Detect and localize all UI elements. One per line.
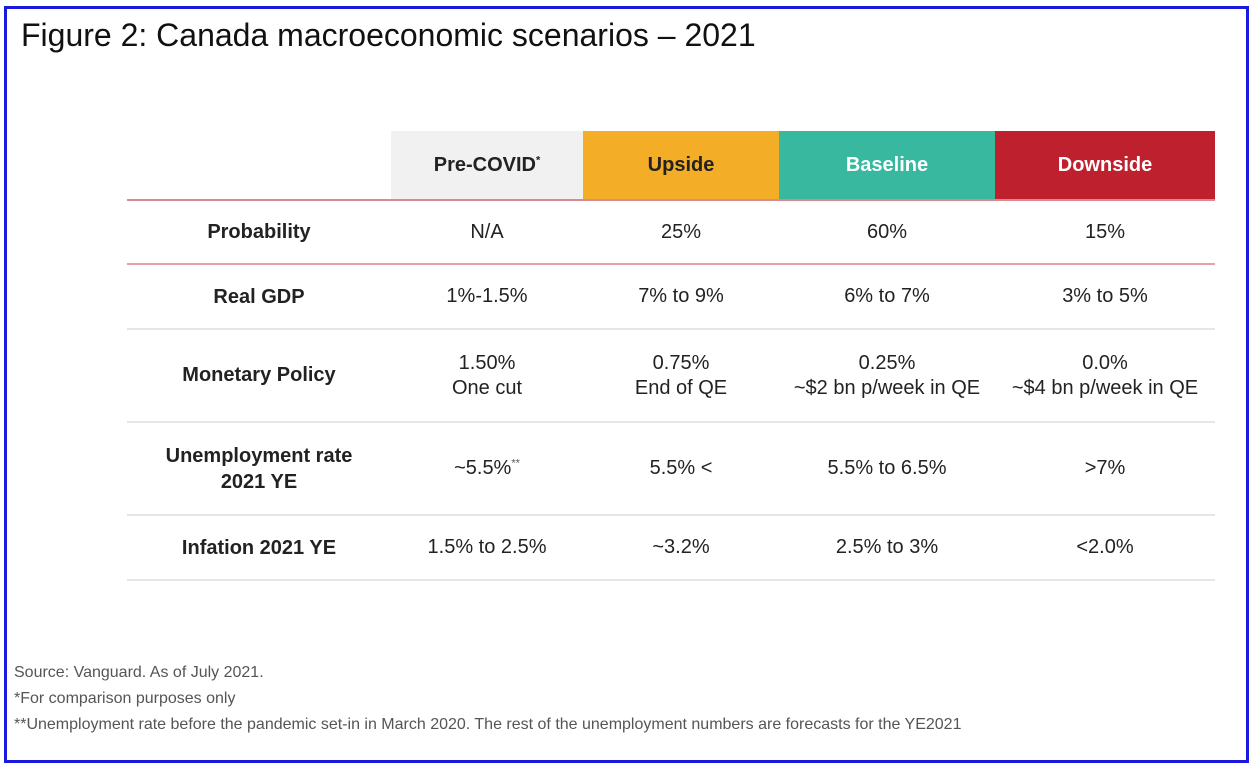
cell-downside: <2.0%	[995, 515, 1215, 581]
header-pre-covid: Pre-COVID*	[391, 131, 583, 201]
cell-upside: ~3.2%	[583, 515, 779, 581]
cell-baseline: 2.5% to 3%	[779, 515, 995, 581]
cell-downside: 15%	[995, 200, 1215, 265]
cell-downside: 3% to 5%	[995, 264, 1215, 330]
cell-detail: ~$2 bn p/week in QE	[793, 376, 981, 399]
cell-detail: End of QE	[634, 376, 728, 399]
cell-upside: 5.5% <	[583, 422, 779, 516]
header-upside: Upside	[583, 131, 779, 201]
cell-upside: 0.75% End of QE	[583, 329, 779, 423]
source-note: Source: Vanguard. As of July 2021.	[14, 664, 264, 681]
cell-rate: 0.25%	[858, 351, 916, 374]
row-label-line2: 2021 YE	[220, 470, 298, 493]
cell-baseline: 0.25% ~$2 bn p/week in QE	[779, 329, 995, 423]
cell-value: ~5.5%	[454, 457, 512, 479]
cell-rate: 0.75%	[652, 351, 710, 374]
cell-baseline: 60%	[779, 200, 995, 265]
cell-rate: 1.50%	[458, 351, 516, 374]
cell-upside: 25%	[583, 200, 779, 265]
table-row-real-gdp: Real GDP 1%-1.5% 7% to 9% 6% to 7% 3% to…	[127, 264, 1215, 330]
header-baseline: Baseline	[779, 131, 995, 201]
cell-pre-covid: 1%-1.5%	[391, 264, 583, 330]
cell-pre-covid: N/A	[391, 200, 583, 265]
row-label: Infation 2021 YE	[127, 515, 391, 581]
row-label: Real GDP	[127, 264, 391, 330]
row-label: Unemployment rate 2021 YE	[127, 422, 391, 516]
cell-pre-covid: 1.5% to 2.5%	[391, 515, 583, 581]
footnote-comparison: *For comparison purposes only	[14, 690, 236, 707]
header-downside: Downside	[995, 131, 1215, 201]
cell-detail: One cut	[451, 376, 523, 399]
cell-upside: 7% to 9%	[583, 264, 779, 330]
row-label: Monetary Policy	[127, 329, 391, 423]
row-label-line1: Unemployment rate	[165, 444, 353, 467]
cell-pre-covid: ~5.5%**	[391, 422, 583, 516]
footnote-marker: **	[511, 457, 520, 470]
cell-pre-covid: 1.50% One cut	[391, 329, 583, 423]
cell-baseline: 5.5% to 6.5%	[779, 422, 995, 516]
cell-downside: 0.0% ~$4 bn p/week in QE	[995, 329, 1215, 423]
scenarios-table: Pre-COVID* Upside Baseline Downside Prob…	[127, 131, 1215, 581]
cell-downside: >7%	[995, 422, 1215, 516]
footnotes: Source: Vanguard. As of July 2021. *For …	[14, 660, 961, 738]
cell-detail: ~$4 bn p/week in QE	[1011, 376, 1199, 399]
table-row-probability: Probability N/A 25% 60% 15%	[127, 200, 1215, 265]
table-row-monetary-policy: Monetary Policy 1.50% One cut 0.75% End of…	[127, 329, 1215, 423]
footnote-marker: *	[535, 153, 541, 166]
cell-baseline: 6% to 7%	[779, 264, 995, 330]
cell-rate: 0.0%	[1082, 351, 1128, 374]
header-blank	[127, 131, 391, 201]
table-row-inflation: Infation 2021 YE 1.5% to 2.5% ~3.2% 2.5%…	[127, 515, 1215, 581]
table-header-row: Pre-COVID* Upside Baseline Downside	[127, 131, 1215, 201]
footnote-unemployment: **Unemployment rate before the pandemic …	[14, 716, 962, 733]
figure-title: Figure 2: Canada macroeconomic scenarios…	[21, 17, 756, 53]
table-row-unemployment: Unemployment rate 2021 YE ~5.5%** 5.5% < …	[127, 422, 1215, 516]
row-label: Probability	[127, 200, 391, 265]
